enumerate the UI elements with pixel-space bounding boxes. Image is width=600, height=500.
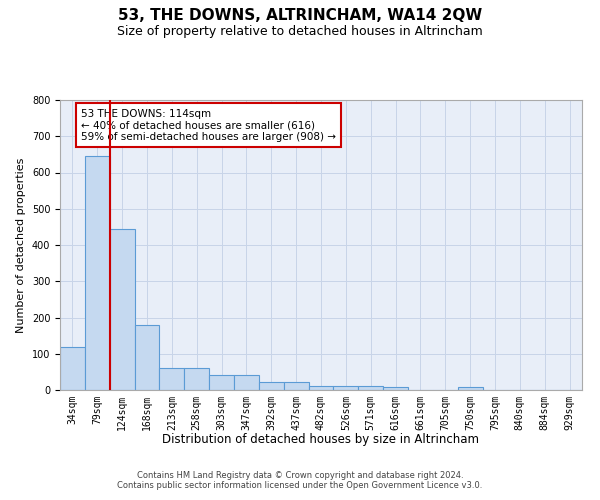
Bar xyxy=(60,346,85,390)
Bar xyxy=(334,386,358,390)
Bar xyxy=(308,386,334,390)
Bar xyxy=(110,228,134,390)
Bar xyxy=(259,382,284,390)
Bar xyxy=(160,368,184,390)
Bar xyxy=(284,382,308,390)
Bar xyxy=(184,368,209,390)
Text: Contains HM Land Registry data © Crown copyright and database right 2024.
Contai: Contains HM Land Registry data © Crown c… xyxy=(118,470,482,490)
Text: 53 THE DOWNS: 114sqm
← 40% of detached houses are smaller (616)
59% of semi-deta: 53 THE DOWNS: 114sqm ← 40% of detached h… xyxy=(81,108,336,142)
Y-axis label: Number of detached properties: Number of detached properties xyxy=(16,158,26,332)
Bar xyxy=(458,387,482,390)
Bar xyxy=(358,386,383,390)
Bar xyxy=(134,326,160,390)
Text: 53, THE DOWNS, ALTRINCHAM, WA14 2QW: 53, THE DOWNS, ALTRINCHAM, WA14 2QW xyxy=(118,8,482,22)
Bar xyxy=(383,387,408,390)
Bar xyxy=(209,375,234,390)
Bar xyxy=(85,156,110,390)
Text: Distribution of detached houses by size in Altrincham: Distribution of detached houses by size … xyxy=(163,432,479,446)
Bar xyxy=(234,375,259,390)
Text: Size of property relative to detached houses in Altrincham: Size of property relative to detached ho… xyxy=(117,25,483,38)
